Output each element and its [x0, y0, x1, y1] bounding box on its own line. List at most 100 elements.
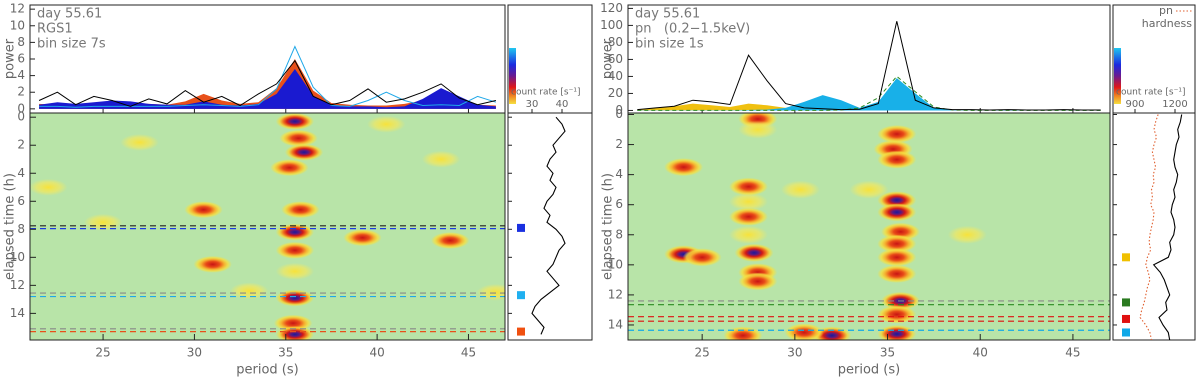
time-marker — [1122, 298, 1130, 307]
periodogram-line — [38, 59, 497, 107]
y-tick-label: 12 — [608, 287, 623, 301]
power-spot — [275, 289, 315, 307]
power-spot — [281, 201, 320, 219]
x-tick-label: 30 — [787, 346, 802, 360]
power-spot — [83, 213, 123, 231]
power-spot — [849, 180, 889, 199]
power-spot — [877, 264, 917, 283]
y-tick-label: 2 — [17, 85, 25, 99]
power-spot — [431, 232, 470, 249]
x-tick-label: 1200 — [1162, 99, 1187, 110]
x-tick-label: 35 — [278, 346, 293, 360]
annotation: day 55.61 — [37, 7, 102, 22]
annotation: bin size 1s — [635, 37, 704, 52]
y-tick-label: 12 — [10, 278, 25, 292]
periodogram — [637, 21, 1101, 111]
power-spot — [784, 323, 824, 340]
y-tick-label: 4 — [17, 68, 25, 82]
y-tick-label: 4 — [615, 167, 623, 181]
power-spot — [421, 150, 461, 168]
y-tick-label: 10 — [10, 250, 25, 264]
annotation: bin size 7s — [37, 37, 106, 52]
y-tick-label: 8 — [615, 227, 623, 241]
power-spot — [275, 262, 315, 280]
x-tick-label: 40 — [973, 346, 988, 360]
heatmap — [30, 113, 505, 340]
x-tick-label: 25 — [95, 346, 110, 360]
power-spot — [729, 225, 768, 244]
periodogram-area — [637, 103, 1101, 111]
time-marker — [517, 223, 525, 232]
y-tick-label: 60 — [608, 52, 623, 66]
periodogram-line — [637, 21, 1101, 111]
x-tick-label: 40 — [369, 346, 384, 360]
y-tick-label: 6 — [17, 194, 25, 208]
x-tick-label: 900 — [1125, 99, 1144, 110]
power-spot — [780, 180, 820, 199]
power-spot — [682, 248, 722, 267]
y-tick-label: 2 — [17, 138, 25, 152]
time-marker — [1122, 328, 1130, 337]
power-spot — [275, 223, 315, 241]
y-tick-label: 0 — [17, 110, 25, 124]
power-spot — [877, 150, 917, 169]
y-tick-label: 2 — [615, 137, 623, 151]
x-axis-label: period (s) — [236, 363, 298, 378]
power-spot — [270, 159, 309, 177]
y-tick-label: 40 — [608, 69, 623, 83]
light-curve-line — [1152, 114, 1183, 340]
x-axis-label: period (s) — [838, 363, 900, 378]
y-tick-label: 10 — [608, 257, 623, 271]
y-tick-label: 14 — [10, 306, 25, 320]
power-spot — [729, 207, 768, 226]
power-spot — [279, 129, 318, 147]
power-spot — [284, 143, 324, 161]
annotation: RGS1 — [37, 22, 73, 37]
power-spot — [120, 134, 159, 151]
power-spot — [877, 125, 917, 144]
power-spot — [738, 272, 778, 291]
y-tick-label: 8 — [17, 35, 25, 49]
power-spot — [734, 243, 774, 262]
power-spot — [30, 178, 68, 196]
power-spot — [877, 234, 917, 253]
frame — [29, 112, 506, 341]
light-curve — [1139, 114, 1183, 340]
power-spot — [877, 248, 917, 267]
x-axis-label: count rate [s⁻¹] — [1116, 88, 1185, 98]
y-axis-label: elapsed time (h) — [601, 173, 616, 280]
y-tick-label: 80 — [608, 35, 623, 49]
power-spot — [230, 282, 269, 300]
power-spot — [184, 201, 223, 219]
annotation: pn (0.2−1.5keV) — [635, 22, 750, 37]
y-axis-label: elapsed time (h) — [3, 173, 18, 280]
power-spot — [729, 192, 768, 211]
y-tick-label: 20 — [608, 86, 623, 100]
heatmap — [628, 113, 1110, 340]
time-marker — [517, 327, 525, 336]
y-tick-label: 0 — [17, 101, 25, 115]
power-spot — [343, 229, 382, 247]
x-tick-label: 30 — [187, 346, 202, 360]
power-spot — [664, 158, 704, 177]
x-tick-label: 45 — [461, 346, 476, 360]
x-tick-label: 35 — [880, 346, 895, 360]
y-tick-label: 0 — [615, 107, 623, 121]
x-tick-label: 25 — [695, 346, 710, 360]
x-axis-label: count rate [s⁻¹] — [511, 88, 580, 98]
y-tick-label: 10 — [10, 18, 25, 32]
y-tick-label: 6 — [615, 197, 623, 211]
legend-caption: hardness — [1142, 17, 1192, 30]
colorbar — [1114, 48, 1121, 104]
power-spot — [275, 113, 315, 130]
annotation: day 55.61 — [635, 7, 700, 22]
periodogram-line — [39, 45, 497, 108]
frame — [1112, 112, 1196, 341]
power-spot — [738, 120, 778, 139]
y-tick-label: 12 — [10, 2, 25, 16]
power-spot — [723, 326, 763, 340]
periodogram — [38, 45, 497, 109]
frame — [627, 112, 1111, 341]
